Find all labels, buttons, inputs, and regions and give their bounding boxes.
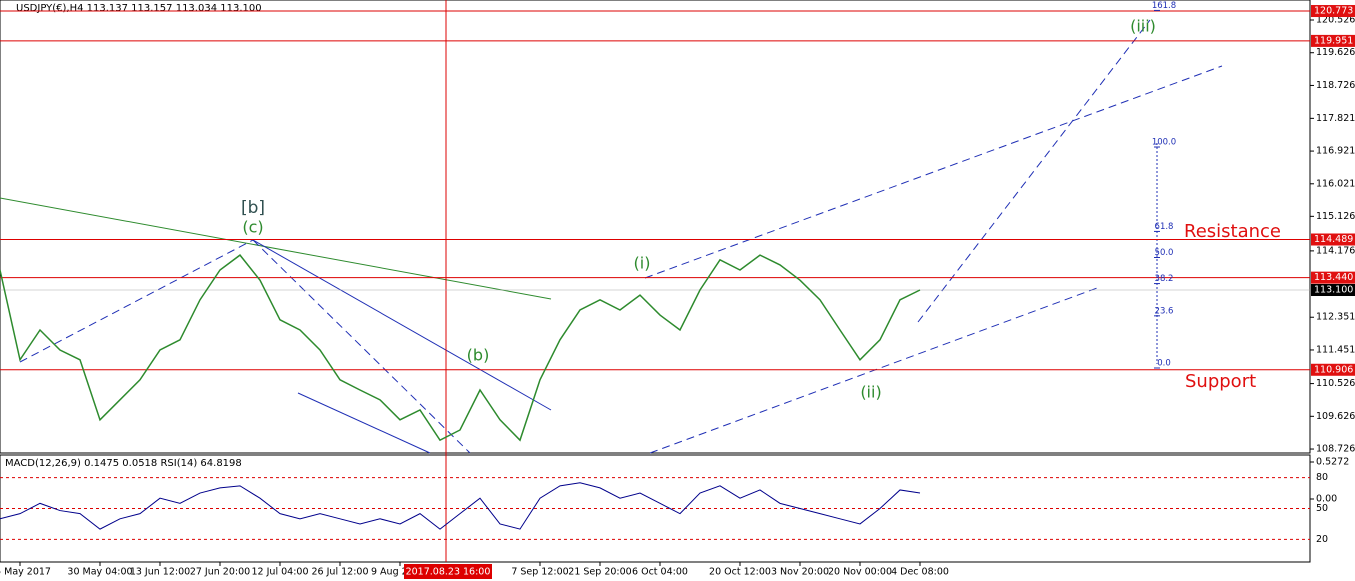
x-tick-label: 9 Aug 20:00	[371, 567, 429, 578]
macd-tick-label: 0.5272	[1316, 456, 1349, 467]
fib-label: 50.0	[1155, 248, 1174, 258]
y-tick-label: 117.821	[1316, 113, 1355, 124]
x-tick-label: 26 Jul 12:00	[312, 567, 369, 578]
current-price-bg	[1311, 284, 1355, 297]
wave-label: (ii)	[860, 383, 881, 402]
level-label-bg	[1311, 233, 1355, 246]
level-label: 119.951	[1314, 35, 1353, 46]
support-label: Support	[1185, 371, 1256, 392]
rsi-line	[0, 482, 921, 530]
y-tick-label: 109.626	[1316, 411, 1355, 422]
projection-line	[917, 19, 1151, 323]
crosshair-label-bg	[404, 564, 492, 579]
wave-label: (c)	[242, 218, 263, 237]
x-tick-label: 3 Nov 20:00	[771, 567, 829, 578]
fib-label: 23.6	[1155, 306, 1174, 316]
x-tick-label: 6 Oct 04:00	[632, 567, 688, 578]
level-label: 110.906	[1314, 364, 1353, 375]
y-tick-label: 115.126	[1316, 211, 1355, 222]
y-tick-label: 116.921	[1316, 146, 1355, 157]
rsi-tick-label: 50	[1316, 503, 1328, 514]
level-label: 120.773	[1314, 6, 1353, 17]
trendline	[252, 239, 471, 454]
level-label-bg	[1311, 271, 1355, 284]
x-tick-label: 20 Nov 00:00	[828, 567, 892, 578]
main-panel	[0, 0, 1311, 454]
level-label: 114.489	[1314, 234, 1353, 245]
wave-label: (iii)	[1130, 17, 1156, 36]
x-tick-label: 12 Jul 04:00	[252, 567, 309, 578]
trendline	[0, 197, 552, 300]
y-tick-label: 114.176	[1316, 245, 1355, 256]
rsi-tick-label: 80	[1316, 472, 1328, 483]
x-tick-label: 13 Jun 12:00	[130, 567, 190, 578]
wave-label: (i)	[634, 254, 651, 273]
x-tick-label: 4 Dec 08:00	[891, 567, 949, 578]
x-tick-label: 27 Jun 20:00	[190, 567, 250, 578]
y-tick-label: 112.351	[1316, 312, 1355, 323]
x-tick-label: 15 May 2017	[0, 567, 51, 578]
rsi-tick-label: 20	[1316, 534, 1328, 545]
y-tick-label: 116.021	[1316, 178, 1355, 189]
y-tick-label: 111.451	[1316, 344, 1355, 355]
fib-label: 61.8	[1155, 222, 1174, 232]
price-line	[0, 254, 921, 442]
y-tick-label: 120.526	[1316, 14, 1355, 25]
indicator-info: MACD(12,26,9) 0.1475 0.0518 RSI(14) 64.8…	[5, 458, 242, 469]
fib-label: 161.8	[1152, 1, 1176, 11]
resistance-label: Resistance	[1184, 221, 1281, 242]
y-tick-label: 118.726	[1316, 80, 1355, 91]
channel-line	[649, 287, 1098, 454]
wave-label: (b)	[467, 346, 490, 365]
trendline	[297, 392, 431, 454]
x-tick-label: 21 Sep 20:00	[568, 567, 631, 578]
x-tick-label: 7 Sep 12:00	[511, 567, 568, 578]
channel-line	[644, 65, 1223, 279]
x-tick-label: 20 Oct 12:00	[709, 567, 771, 578]
level-label-bg	[1311, 5, 1355, 18]
macd-tick-label: 0.00	[1316, 494, 1337, 505]
wave-label: [b]	[241, 198, 265, 218]
fib-label: 38.2	[1155, 274, 1174, 284]
trendline	[252, 239, 552, 411]
fib-label: 100.0	[1152, 138, 1176, 148]
level-label-bg	[1311, 363, 1355, 376]
x-tick-label: 30 May 04:00	[67, 567, 132, 578]
y-tick-label: 110.526	[1316, 378, 1355, 389]
y-tick-label: 119.626	[1316, 47, 1355, 58]
level-label: 113.440	[1314, 272, 1353, 283]
symbol-info: USDJPY(€),H4 113.137 113.157 113.034 113…	[16, 3, 262, 14]
fib-label: 0.0	[1157, 359, 1171, 369]
y-tick-label: 108.726	[1316, 444, 1355, 455]
trendline	[19, 239, 254, 363]
current-price-label: 113.100	[1314, 285, 1353, 296]
level-label-bg	[1311, 34, 1355, 47]
crosshair-label: 2017.08.23 16:00	[406, 567, 491, 578]
